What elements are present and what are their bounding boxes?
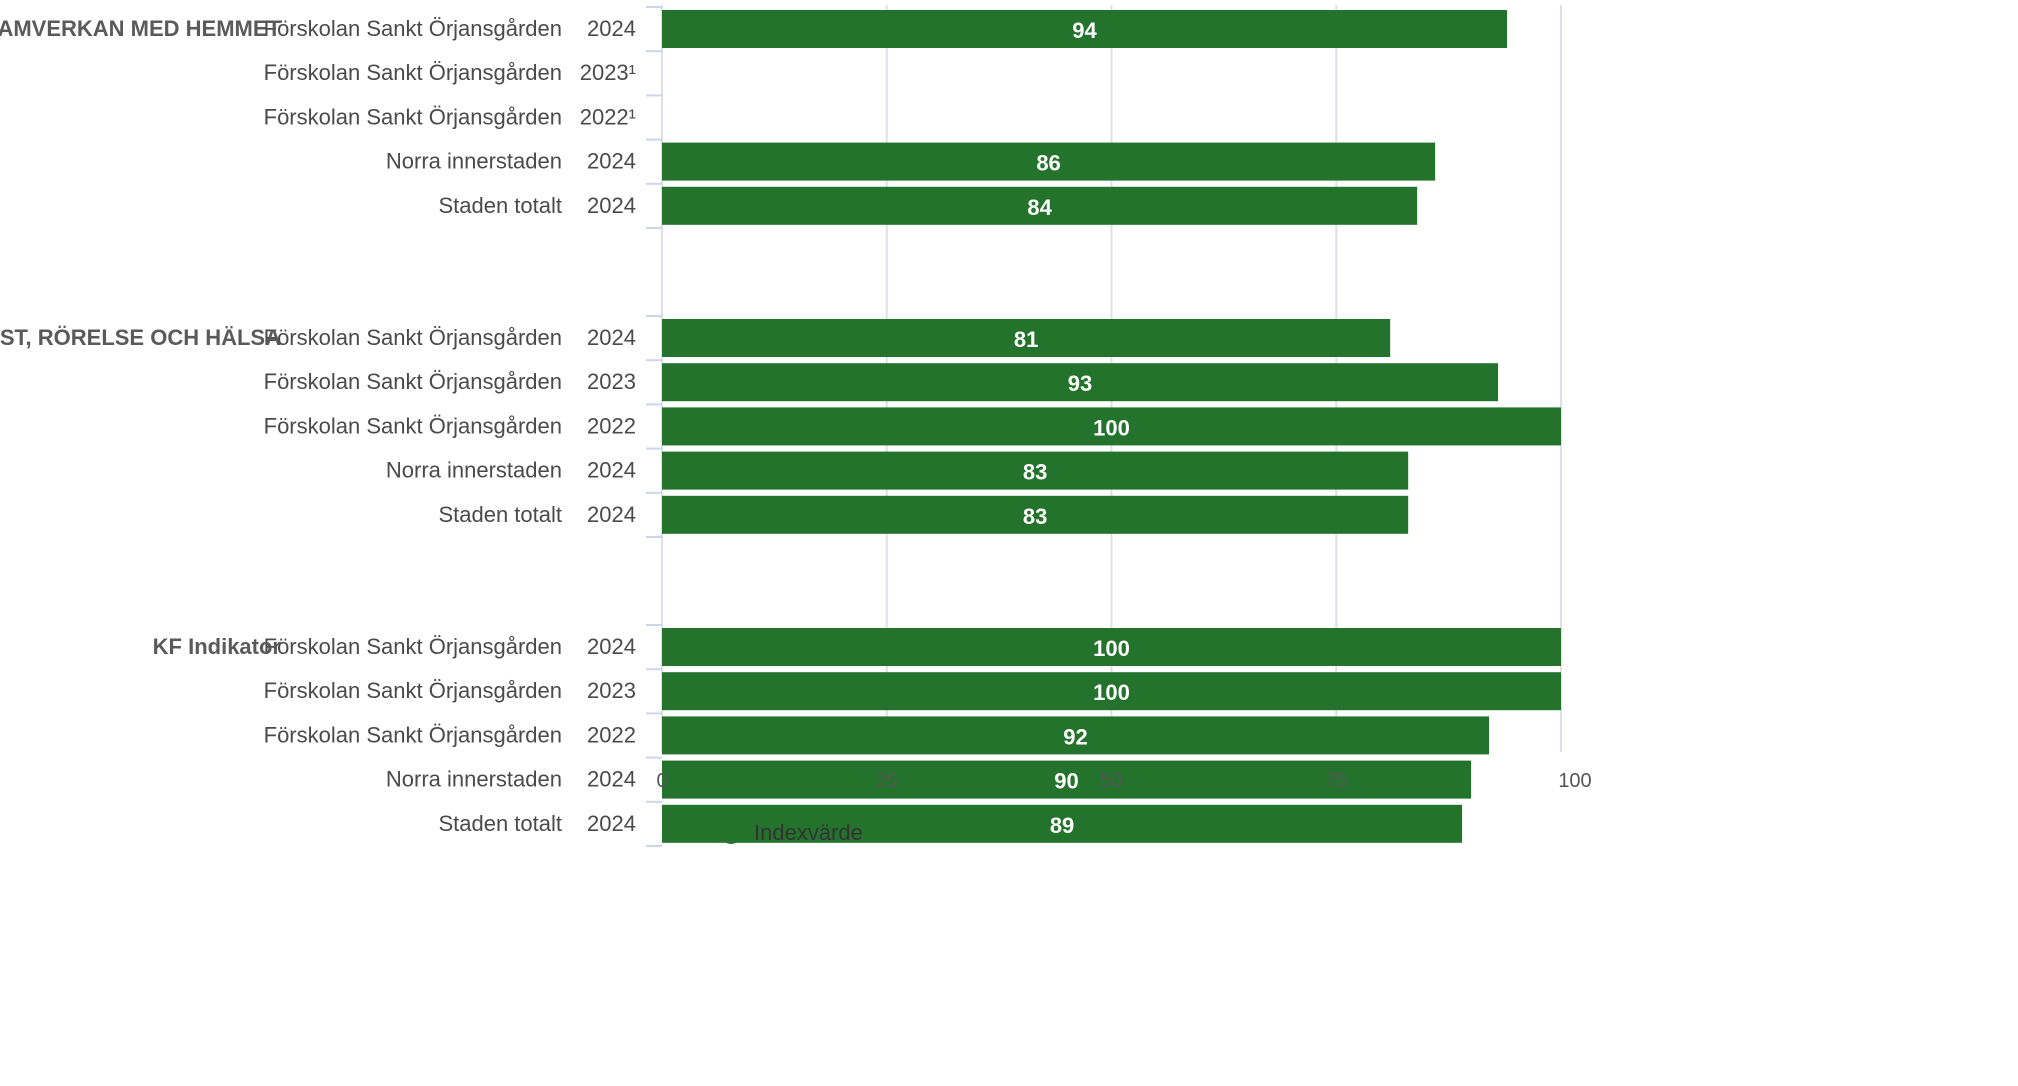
- data-label: 89: [1050, 813, 1074, 838]
- row-year-label: 2024: [587, 767, 636, 792]
- data-label: 100: [1093, 415, 1130, 440]
- x-tick-label: 0: [656, 770, 667, 792]
- row-year-label: 2024: [587, 325, 636, 350]
- row-name-label: Förskolan Sankt Örjansgården: [264, 325, 562, 350]
- row-name-label: Förskolan Sankt Örjansgården: [264, 104, 562, 129]
- data-label: 86: [1036, 151, 1060, 176]
- bar[interactable]: [662, 495, 1409, 534]
- bar[interactable]: [662, 804, 1463, 843]
- row-year-label: 2022: [587, 722, 636, 747]
- row-year-label: 2024: [587, 811, 636, 836]
- category-labels: Förskolan Sankt Örjansgården 2024 SAMVERKA…: [0, 16, 636, 836]
- row-name-label: Norra innerstaden: [386, 458, 562, 483]
- row-year-label: 2023: [587, 369, 636, 394]
- group-label: SAMVERKAN MED HEMMET: [0, 16, 282, 41]
- row-name-label: Förskolan Sankt Örjansgården: [264, 634, 562, 659]
- row-name-label: Staden totalt: [438, 502, 562, 527]
- row-name-label: Förskolan Sankt Örjansgården: [264, 413, 562, 438]
- x-tick-label: 25: [876, 770, 898, 792]
- data-label: 100: [1093, 680, 1130, 705]
- row-year-label: 2024: [587, 16, 636, 41]
- group-label: KF Indikator: [153, 634, 282, 659]
- bar[interactable]: [662, 451, 1409, 490]
- row-year-label: 2024: [587, 193, 636, 218]
- group-label: KOST, RÖRELSE OCH HÄLSA: [0, 325, 281, 350]
- row-name-label: Norra innerstaden: [386, 767, 562, 792]
- bar[interactable]: [662, 628, 1561, 666]
- row-year-label: 2024: [587, 458, 636, 483]
- bar[interactable]: [662, 407, 1561, 446]
- row-name-label: Förskolan Sankt Örjansgården: [264, 60, 562, 85]
- row-year-label: 2022: [587, 413, 636, 438]
- legend-label: Indexvärde: [754, 820, 863, 845]
- row-name-label: Förskolan Sankt Örjansgården: [264, 369, 562, 394]
- data-label: 92: [1063, 724, 1087, 749]
- row-year-label: 2022¹: [580, 104, 636, 129]
- data-label: 100: [1093, 636, 1130, 661]
- data-label: 94: [1072, 18, 1097, 43]
- row-name-label: Staden totalt: [438, 193, 562, 218]
- row-name-label: Förskolan Sankt Örjansgården: [264, 678, 562, 703]
- data-label: 90: [1054, 769, 1078, 794]
- row-year-label: 2023: [587, 678, 636, 703]
- row-name-label: Norra innerstaden: [386, 149, 562, 174]
- row-name-label: Förskolan Sankt Örjansgården: [264, 722, 562, 747]
- bar[interactable]: [662, 672, 1561, 711]
- bar[interactable]: [662, 319, 1391, 357]
- row-name-label: Staden totalt: [438, 811, 562, 836]
- row-year-label: 2024: [587, 149, 636, 174]
- data-label: 84: [1027, 195, 1052, 220]
- x-tick-label: 50: [1100, 770, 1122, 792]
- row-year-label: 2024: [587, 502, 636, 527]
- bar[interactable]: [662, 716, 1490, 755]
- row-year-label: 2023¹: [580, 60, 636, 85]
- data-label: 81: [1014, 327, 1038, 352]
- bar[interactable]: [662, 363, 1499, 402]
- row-year-label: 2024: [587, 634, 636, 659]
- x-axis: 0 25 50 75 100: [656, 770, 1591, 792]
- bar[interactable]: [662, 760, 1472, 799]
- bar[interactable]: [662, 10, 1508, 48]
- bar[interactable]: [662, 186, 1418, 225]
- legend[interactable]: Indexvärde: [720, 820, 863, 846]
- data-label: 93: [1068, 371, 1092, 396]
- row-name-label: Förskolan Sankt Örjansgården: [264, 16, 562, 41]
- data-label: 83: [1023, 460, 1047, 485]
- x-tick-label: 75: [1325, 770, 1347, 792]
- data-label: 83: [1023, 504, 1047, 529]
- legend-marker: [720, 822, 742, 844]
- x-tick-label: 100: [1558, 770, 1591, 792]
- bar[interactable]: [662, 142, 1436, 181]
